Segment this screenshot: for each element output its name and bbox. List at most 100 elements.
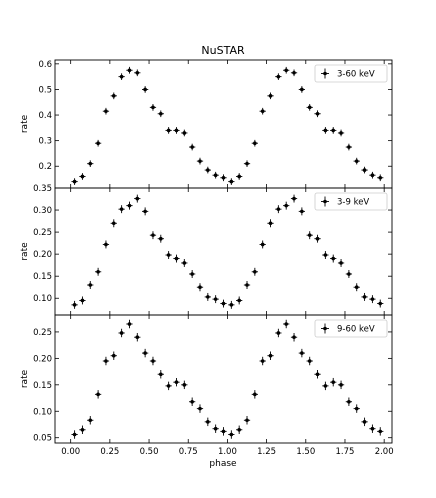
data-marker <box>245 418 249 423</box>
data-marker <box>315 111 320 116</box>
data-marker <box>198 159 202 163</box>
legend-label: 3-9 keV <box>337 198 369 208</box>
data-point <box>283 319 290 329</box>
data-marker <box>96 141 100 145</box>
data-point <box>243 160 251 168</box>
data-point <box>251 267 258 276</box>
data-marker <box>135 196 140 201</box>
data-point <box>306 104 313 111</box>
data-marker <box>174 380 179 384</box>
legend-box <box>314 319 388 338</box>
x-axis-label: phase <box>209 459 237 469</box>
data-point <box>236 173 243 180</box>
y-axis-label: rate <box>20 242 30 261</box>
data-point <box>275 73 282 80</box>
data-marker <box>276 331 281 335</box>
data-marker <box>104 109 108 113</box>
data-marker <box>300 351 304 355</box>
data-point <box>330 377 337 387</box>
data-point <box>126 66 133 74</box>
data-point <box>314 234 321 243</box>
data-marker <box>362 420 367 424</box>
data-point <box>353 404 360 413</box>
data-marker <box>182 131 187 135</box>
data-point <box>204 417 211 427</box>
data-marker <box>96 392 100 397</box>
data-marker <box>292 71 296 75</box>
data-point <box>204 292 211 301</box>
data-marker <box>315 236 320 241</box>
data-marker <box>213 426 218 431</box>
y-tick-label: 0.25 <box>33 328 52 338</box>
data-point <box>220 427 227 436</box>
data-point <box>141 86 149 93</box>
data-point <box>337 258 345 267</box>
data-point <box>345 143 353 151</box>
data-point <box>228 430 235 439</box>
data-marker <box>268 221 273 226</box>
data-marker <box>111 221 116 226</box>
data-marker <box>143 209 147 214</box>
panel-1: 0.2 0.3 0.4 0.5 0.6 rate 3-60 keV <box>20 59 393 189</box>
legend-marker <box>323 326 327 331</box>
data-marker <box>229 303 234 307</box>
data-point <box>330 254 337 263</box>
data-marker <box>284 203 288 208</box>
data-marker <box>221 301 226 306</box>
data-point <box>298 348 306 358</box>
data-point <box>267 351 274 360</box>
data-point <box>314 110 321 118</box>
data-point <box>290 332 298 342</box>
data-marker <box>119 207 124 211</box>
data-marker <box>190 145 194 149</box>
data-point <box>134 332 141 342</box>
data-point <box>102 107 110 115</box>
data-point <box>361 166 368 174</box>
data-marker <box>370 426 375 431</box>
data-point <box>102 356 110 366</box>
data-point <box>141 348 149 358</box>
data-marker <box>339 383 343 387</box>
data-marker <box>237 427 241 432</box>
data-point <box>79 425 86 435</box>
data-marker <box>339 261 343 265</box>
data-point <box>220 299 227 308</box>
data-point <box>212 171 219 179</box>
data-point <box>196 404 204 413</box>
data-point <box>259 107 266 115</box>
data-marker <box>253 141 257 145</box>
data-marker <box>213 173 218 177</box>
data-marker <box>190 399 194 404</box>
data-point <box>149 356 157 366</box>
data-marker <box>80 174 85 179</box>
data-marker <box>143 351 147 355</box>
panel-2: 0.10 0.15 0.20 0.25 0.30 0.35 rate 3-9 keV <box>20 184 393 316</box>
data-marker <box>221 175 226 180</box>
data-marker <box>174 128 179 133</box>
data-marker <box>331 256 336 261</box>
data-marker <box>370 173 375 177</box>
data-point <box>173 254 180 263</box>
data-marker <box>260 242 265 247</box>
data-marker <box>72 303 77 307</box>
data-point <box>196 157 204 165</box>
data-marker <box>166 253 171 257</box>
data-point <box>157 110 164 118</box>
x-tick-label: 0.00 <box>61 447 80 457</box>
data-marker <box>80 427 85 432</box>
data-marker <box>127 203 132 208</box>
data-marker <box>151 233 155 237</box>
data-marker <box>135 335 140 340</box>
data-marker <box>88 161 93 166</box>
panel-3: 0.05 0.10 0.15 0.20 0.25 0.00 0.25 0.50 0.75 1.00… <box>20 314 394 457</box>
data-point <box>87 416 94 425</box>
data-marker <box>127 68 132 73</box>
data-marker <box>362 168 367 172</box>
data-marker <box>284 322 288 326</box>
data-point <box>298 207 306 216</box>
y-axis-label: rate <box>20 114 30 133</box>
legend: 3-9 keV <box>314 192 388 211</box>
data-marker <box>237 174 241 179</box>
data-marker <box>80 298 85 303</box>
